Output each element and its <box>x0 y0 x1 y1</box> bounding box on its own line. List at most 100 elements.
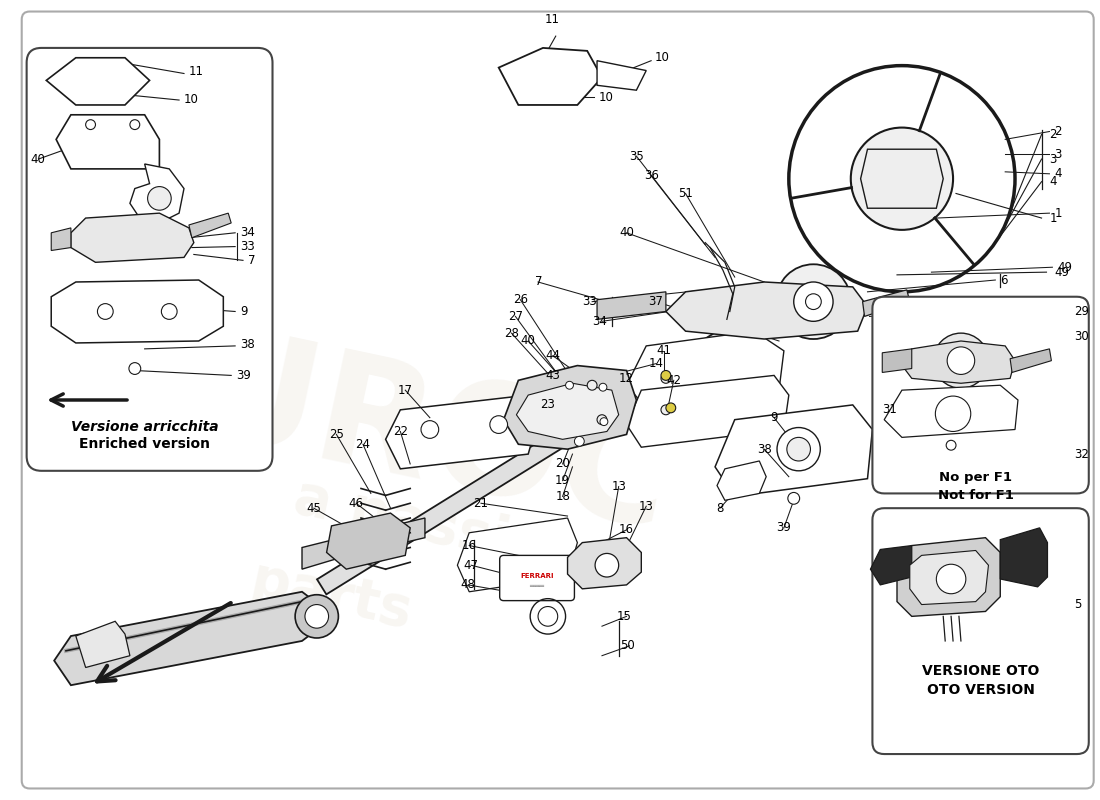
Text: 3: 3 <box>1049 153 1057 166</box>
Text: 37: 37 <box>649 295 663 308</box>
Text: 1: 1 <box>1049 211 1057 225</box>
Text: 6: 6 <box>1000 274 1008 286</box>
Text: 43: 43 <box>546 369 560 382</box>
Text: 35: 35 <box>629 150 644 162</box>
Polygon shape <box>666 282 868 339</box>
Text: 7: 7 <box>248 254 255 267</box>
Text: 12: 12 <box>619 372 634 385</box>
Circle shape <box>587 380 597 390</box>
Circle shape <box>565 382 573 389</box>
Text: 42: 42 <box>667 374 681 387</box>
Text: 51: 51 <box>678 187 693 200</box>
Text: 26: 26 <box>513 293 528 306</box>
Text: 19: 19 <box>556 474 570 487</box>
Text: 50: 50 <box>619 639 635 652</box>
Text: 40: 40 <box>619 226 634 239</box>
Text: OTO VERSION: OTO VERSION <box>926 683 1034 698</box>
Text: 8: 8 <box>716 502 724 514</box>
Text: a passion: a passion <box>289 470 591 585</box>
Text: 48: 48 <box>461 578 475 591</box>
Text: 21: 21 <box>473 497 488 510</box>
Polygon shape <box>870 546 912 585</box>
Circle shape <box>129 362 141 374</box>
Text: EUROC: EUROC <box>78 295 684 563</box>
Text: Enriched version: Enriched version <box>79 438 210 451</box>
Text: VERSIONE OTO: VERSIONE OTO <box>922 663 1040 678</box>
Text: 11: 11 <box>544 14 559 26</box>
Text: 45: 45 <box>307 502 321 514</box>
Polygon shape <box>715 405 872 496</box>
Polygon shape <box>302 518 425 569</box>
Polygon shape <box>52 228 70 250</box>
Circle shape <box>779 267 848 336</box>
Polygon shape <box>860 150 943 208</box>
Text: 10: 10 <box>656 51 670 64</box>
FancyBboxPatch shape <box>872 297 1089 494</box>
Text: 36: 36 <box>644 170 659 182</box>
Circle shape <box>661 374 671 383</box>
Circle shape <box>98 304 113 319</box>
Circle shape <box>850 127 953 230</box>
Text: 32: 32 <box>1074 447 1089 461</box>
Text: 31: 31 <box>882 403 896 416</box>
Polygon shape <box>327 513 410 569</box>
Circle shape <box>538 606 558 626</box>
Text: 29: 29 <box>1074 305 1089 318</box>
Polygon shape <box>504 366 637 449</box>
Polygon shape <box>900 341 1015 383</box>
Circle shape <box>162 304 177 319</box>
Circle shape <box>661 370 671 380</box>
Polygon shape <box>568 538 641 589</box>
Text: 9: 9 <box>770 411 778 424</box>
Circle shape <box>794 282 833 322</box>
Polygon shape <box>627 375 789 447</box>
Text: 49: 49 <box>1055 266 1069 278</box>
Polygon shape <box>189 213 231 238</box>
Text: 39: 39 <box>236 369 251 382</box>
Circle shape <box>795 284 832 319</box>
Text: 13: 13 <box>612 480 626 493</box>
Polygon shape <box>1000 528 1047 587</box>
Polygon shape <box>56 114 160 169</box>
Text: 4: 4 <box>1055 167 1061 180</box>
Text: 16: 16 <box>462 539 476 552</box>
Circle shape <box>935 396 971 431</box>
Polygon shape <box>130 164 184 223</box>
Text: 10: 10 <box>184 93 199 106</box>
Polygon shape <box>70 213 194 262</box>
Circle shape <box>600 383 607 391</box>
Text: 38: 38 <box>240 338 255 351</box>
Polygon shape <box>884 386 1018 438</box>
Polygon shape <box>76 622 130 667</box>
Polygon shape <box>498 48 602 105</box>
Circle shape <box>305 605 329 628</box>
Text: 33: 33 <box>582 295 597 308</box>
Circle shape <box>86 120 96 130</box>
Text: 47: 47 <box>464 558 478 572</box>
Text: 41: 41 <box>657 344 671 358</box>
Circle shape <box>421 421 439 438</box>
Polygon shape <box>910 550 989 605</box>
Polygon shape <box>317 274 818 594</box>
Text: 38: 38 <box>757 442 771 456</box>
Text: 3: 3 <box>1055 148 1061 161</box>
Polygon shape <box>458 518 578 592</box>
Text: 9: 9 <box>240 305 248 318</box>
Text: FERRARI: FERRARI <box>520 573 553 579</box>
Text: 1: 1 <box>1055 206 1061 220</box>
Polygon shape <box>386 395 538 469</box>
Text: 22: 22 <box>393 425 408 438</box>
Text: 14: 14 <box>649 357 663 370</box>
Circle shape <box>295 594 339 638</box>
Text: 4: 4 <box>1049 175 1057 188</box>
Circle shape <box>600 418 608 426</box>
Text: 16: 16 <box>619 523 634 536</box>
Polygon shape <box>52 280 223 343</box>
Text: 2: 2 <box>1049 128 1057 141</box>
Text: 33: 33 <box>240 240 255 253</box>
Polygon shape <box>627 331 784 408</box>
Polygon shape <box>717 461 767 500</box>
Circle shape <box>936 564 966 594</box>
Text: 28: 28 <box>504 326 519 340</box>
Text: 5: 5 <box>1074 598 1081 611</box>
